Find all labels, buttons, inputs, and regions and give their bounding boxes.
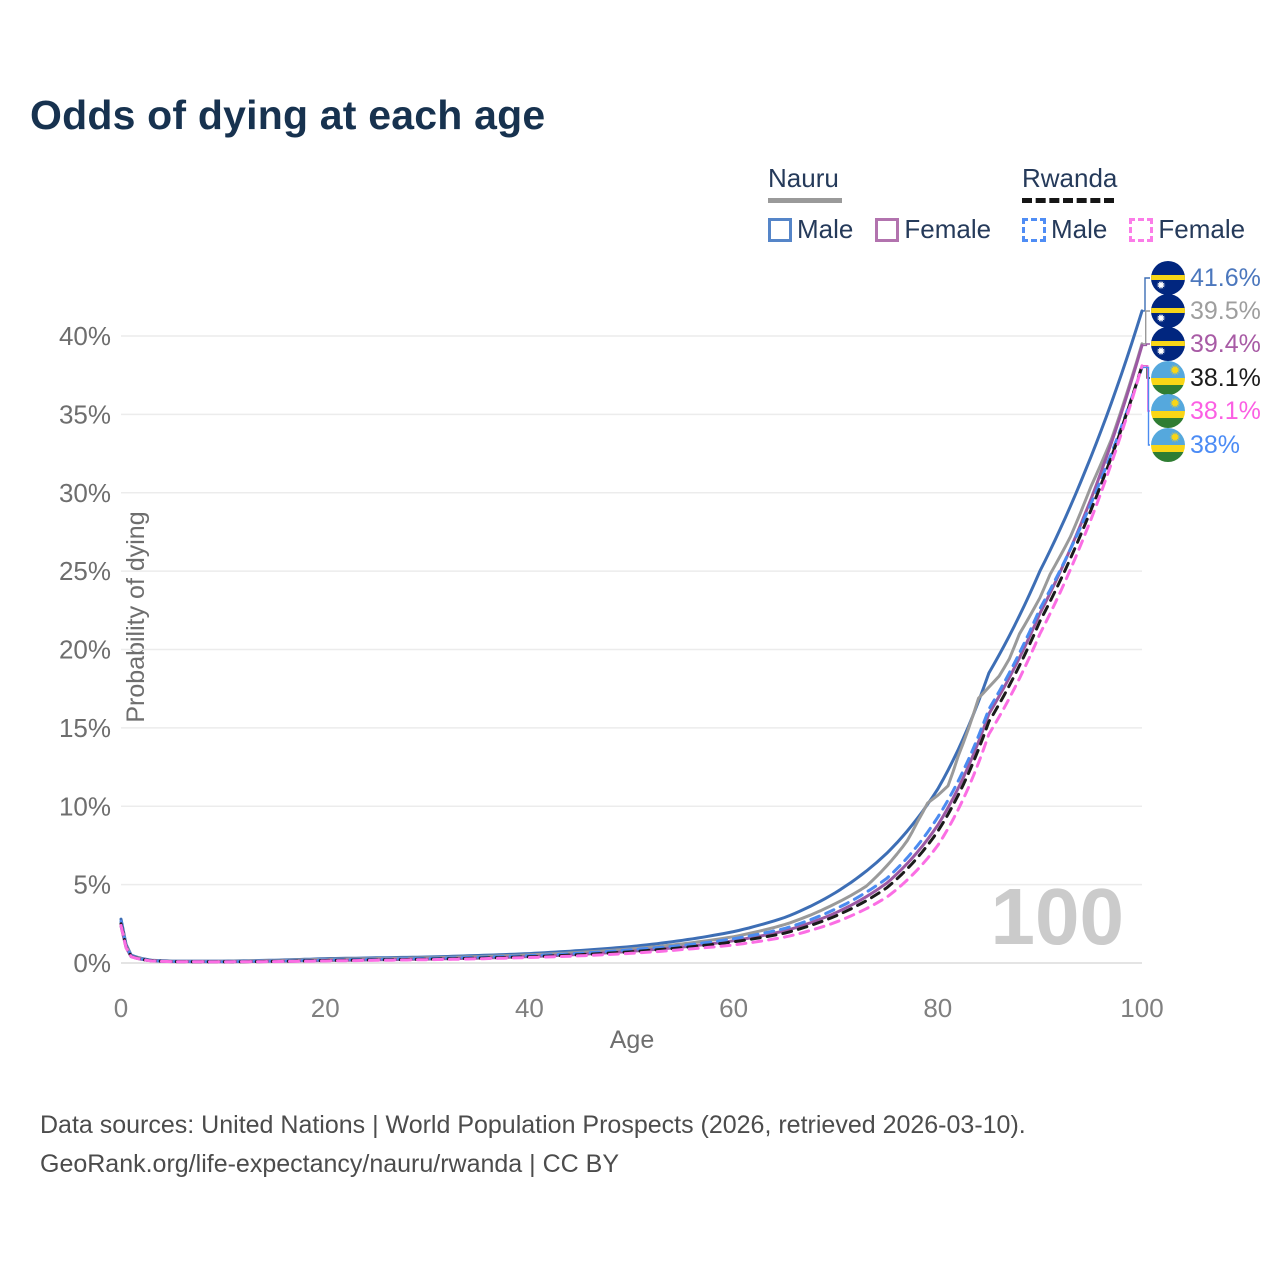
x-tick-label: 0 [114, 993, 128, 1023]
legend-item-nauru-female[interactable]: Female [875, 214, 991, 245]
series-line-rwanda-female[interactable] [119, 364, 1144, 964]
legend-group-nauru: Nauru Male Female [768, 163, 991, 245]
end-label-connector [1143, 277, 1150, 312]
y-tick-label: 30% [59, 478, 111, 508]
footer: Data sources: United Nations | World Pop… [40, 1106, 1026, 1184]
legend-country-nauru[interactable]: Nauru [768, 163, 839, 193]
x-tick-label: 80 [923, 993, 952, 1023]
legend-label: Male [797, 214, 854, 244]
end-label-connector [1143, 343, 1150, 347]
page-title: Odds of dying at each age [30, 92, 546, 138]
footer-data-sources: Data sources: United Nations | World Pop… [40, 1111, 1026, 1139]
footer-attribution: GeoRank.org/life-expectancy/nauru/rwanda… [40, 1150, 620, 1178]
series-line-nauru-female[interactable] [119, 343, 1144, 964]
legend-item-nauru-male[interactable]: Male [768, 214, 853, 245]
y-tick-label: 25% [59, 556, 111, 586]
watermark: 100 [991, 872, 1124, 961]
series-line-rwanda-male[interactable] [119, 365, 1144, 964]
y-tick-label: 35% [59, 399, 111, 429]
x-tick-label: 40 [515, 993, 544, 1023]
rwanda-male-swatch [1022, 217, 1046, 242]
x-tick-label: 20 [311, 993, 340, 1023]
legend-item-rwanda-female[interactable]: Female [1129, 214, 1245, 245]
end-label-connector [1143, 310, 1150, 345]
legend-label: Male [1051, 214, 1108, 244]
y-tick-label: 20% [59, 635, 111, 665]
legend-country-rwanda[interactable]: Rwanda [1022, 163, 1118, 193]
nauru-male-swatch [768, 217, 792, 242]
series-line-nauru-both[interactable] [119, 342, 1144, 963]
end-label-connector [1143, 366, 1150, 446]
y-tick-label: 40% [59, 321, 111, 351]
legend-item-rwanda-male[interactable]: Male [1022, 214, 1107, 245]
nauru-female-swatch [875, 217, 900, 242]
x-axis-title: Age [609, 1026, 655, 1054]
y-tick-label: 5% [73, 870, 111, 900]
series-line-nauru-male[interactable] [119, 309, 1144, 963]
rwanda-female-swatch [1129, 217, 1154, 242]
nauru-line-style-swatch [768, 198, 842, 203]
x-tick-label: 100 [1120, 993, 1163, 1023]
y-tick-label: 0% [73, 948, 111, 978]
x-tick-label: 60 [719, 993, 748, 1023]
series-line-rwanda-both[interactable] [119, 364, 1144, 964]
y-tick-label: 10% [59, 791, 111, 821]
rwanda-line-style-swatch [1022, 198, 1114, 203]
y-tick-label: 15% [59, 713, 111, 743]
legend-group-rwanda: Rwanda Male Female [1022, 163, 1245, 245]
legend-label: Female [904, 214, 992, 244]
legend-label: Female [1158, 214, 1246, 244]
